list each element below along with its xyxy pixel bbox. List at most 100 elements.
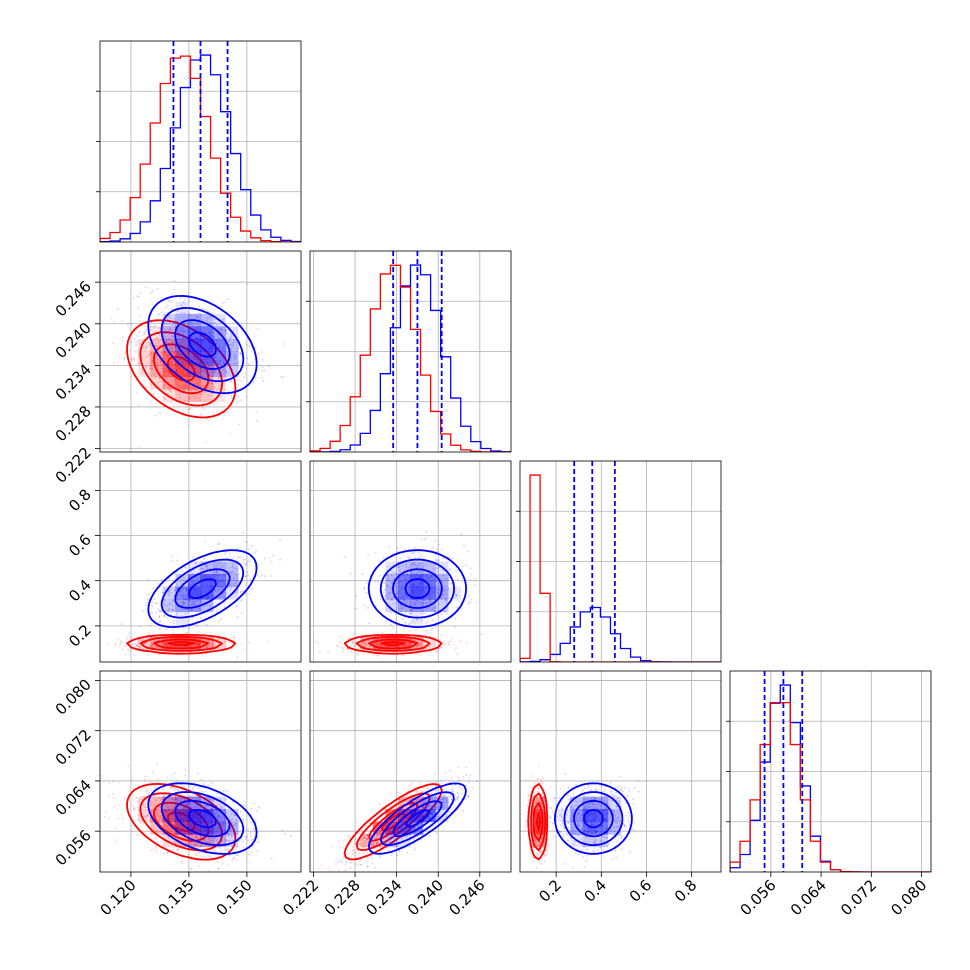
scatter-point xyxy=(203,647,206,649)
scatter-point xyxy=(226,641,228,643)
scatter-point xyxy=(215,388,218,391)
scatter-point xyxy=(193,355,195,358)
scatter-point xyxy=(251,878,253,880)
scatter-point xyxy=(170,347,173,349)
scatter-point xyxy=(232,571,235,574)
scatter-point xyxy=(250,807,253,810)
scatter-point xyxy=(137,306,140,309)
scatter-point xyxy=(438,566,441,569)
scatter-point xyxy=(229,830,231,833)
scatter-point xyxy=(253,844,255,847)
scatter-point xyxy=(350,650,353,653)
scatter-point xyxy=(182,391,185,394)
scatter-point xyxy=(354,836,357,839)
scatter-point xyxy=(230,813,233,816)
scatter-point xyxy=(209,631,212,634)
scatter-point xyxy=(225,370,228,373)
scatter-point xyxy=(181,850,184,853)
scatter-point xyxy=(450,582,453,585)
density-cell xyxy=(162,599,176,613)
scatter-point xyxy=(150,367,153,370)
scatter-point xyxy=(161,818,164,821)
scatter-point xyxy=(167,836,170,839)
scatter-point xyxy=(129,376,132,378)
scatter-point xyxy=(335,644,338,647)
density-cell xyxy=(385,574,399,587)
contour-line-3 xyxy=(404,578,431,600)
scatter-point xyxy=(196,358,199,361)
scatter-point xyxy=(148,373,150,376)
contour-line-0 xyxy=(367,549,467,628)
scatter-point xyxy=(339,641,342,644)
scatter-point xyxy=(159,359,162,362)
scatter-point xyxy=(413,561,415,564)
scatter-point xyxy=(434,626,437,628)
scatter-point xyxy=(108,782,111,785)
scatter-point xyxy=(157,582,160,585)
scatter-point xyxy=(224,640,227,643)
scatter-point xyxy=(147,386,150,389)
scatter-point xyxy=(200,778,203,781)
scatter-point xyxy=(255,420,258,423)
scatter-point xyxy=(211,383,214,385)
scatter-point xyxy=(235,854,238,857)
scatter-point xyxy=(149,368,152,371)
scatter-point xyxy=(436,591,439,594)
scatter-point xyxy=(252,828,255,831)
density-cell xyxy=(150,338,164,352)
scatter-point xyxy=(194,603,196,605)
scatter-point xyxy=(229,333,232,335)
scatter-point xyxy=(361,637,364,640)
scatter-point xyxy=(139,384,141,387)
scatter-point xyxy=(445,602,448,605)
scatter-point xyxy=(215,805,218,808)
scatter-point xyxy=(214,318,216,321)
scatter-point xyxy=(157,381,160,384)
scatter-point xyxy=(133,357,136,360)
scatter-point xyxy=(174,345,177,348)
scatter-point xyxy=(202,874,204,876)
scatter-point xyxy=(226,298,229,301)
scatter-point xyxy=(186,807,189,809)
scatter-point xyxy=(196,371,199,373)
scatter-point xyxy=(257,836,259,839)
scatter-point xyxy=(425,633,428,635)
scatter-point xyxy=(394,572,397,575)
scatter-point xyxy=(229,571,232,573)
scatter-point xyxy=(118,645,121,648)
scatter-point xyxy=(183,796,186,798)
scatter-point xyxy=(176,352,179,355)
scatter-point xyxy=(212,385,214,388)
scatter-point xyxy=(179,354,182,357)
density-cell xyxy=(435,574,449,587)
scatter-point xyxy=(221,857,223,860)
scatter-point xyxy=(137,362,140,365)
scatter-point xyxy=(253,827,256,830)
scatter-point xyxy=(355,851,357,854)
scatter-point xyxy=(251,587,254,590)
scatter-point xyxy=(466,550,469,553)
scatter-point xyxy=(235,379,238,381)
scatter-point xyxy=(374,866,376,869)
scatter-point xyxy=(132,809,135,812)
scatter-point xyxy=(359,842,361,845)
scatter-point xyxy=(187,841,189,844)
scatter-point xyxy=(279,558,282,561)
scatter-point xyxy=(246,357,248,359)
scatter-point xyxy=(446,593,449,596)
scatter-point xyxy=(341,647,344,650)
scatter-point xyxy=(226,393,229,396)
histogram-panel-3-3 xyxy=(726,670,932,873)
scatter-point xyxy=(349,867,351,870)
scatter-point xyxy=(386,574,389,576)
scatter-point xyxy=(205,319,208,322)
scatter-point xyxy=(229,840,232,843)
scatter-panel-0-3 xyxy=(99,670,302,880)
scatter-point xyxy=(231,566,234,569)
scatter-point xyxy=(180,818,183,821)
scatter-point xyxy=(239,360,242,363)
scatter-point xyxy=(215,571,218,574)
scatter-point xyxy=(168,338,171,341)
scatter-point xyxy=(225,332,228,335)
scatter-point xyxy=(173,787,176,790)
